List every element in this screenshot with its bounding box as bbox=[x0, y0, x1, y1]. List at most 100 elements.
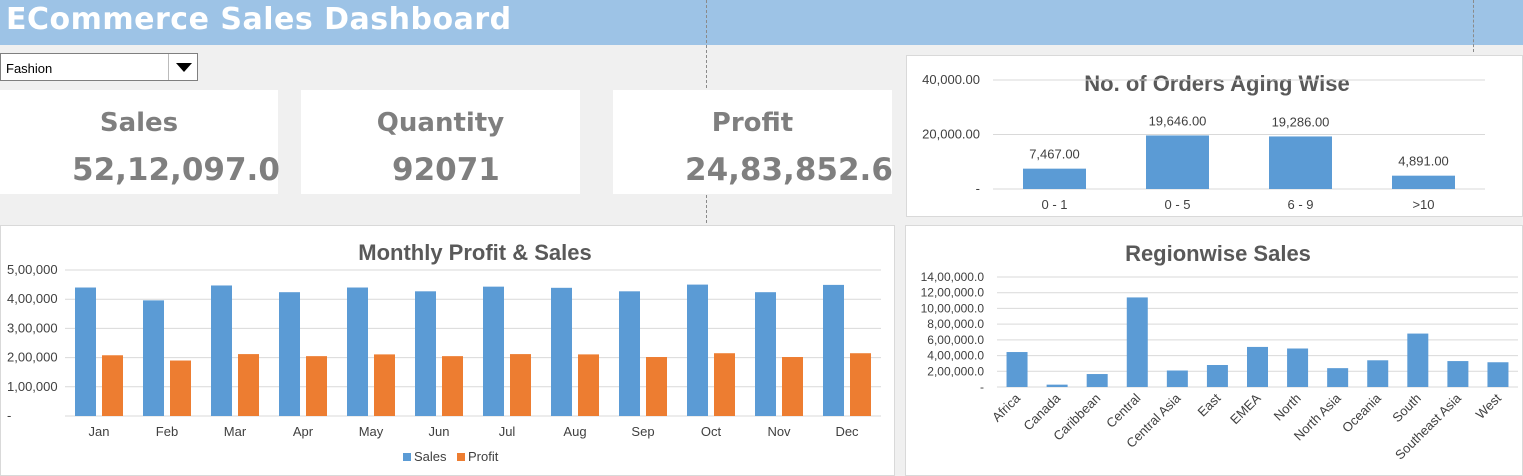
regionwise-chart[interactable]: Regionwise Sales - 2,00,000.0 4,00,000.0 6,0… bbox=[905, 225, 1523, 476]
x-tick-label: Dec bbox=[835, 424, 859, 439]
x-tick-label: Mar bbox=[224, 424, 247, 439]
bar bbox=[1407, 333, 1429, 387]
x-tick-label: EMEA bbox=[1227, 390, 1264, 427]
x-tick-label: Sep bbox=[631, 424, 654, 439]
bar bbox=[279, 292, 300, 416]
y-tick-label: 8,00,000.0 bbox=[927, 317, 984, 331]
bar bbox=[1086, 374, 1108, 387]
dropdown-arrow-button[interactable] bbox=[168, 54, 197, 80]
bar bbox=[1487, 362, 1509, 387]
bar bbox=[170, 360, 191, 416]
bar bbox=[102, 355, 123, 416]
legend-label: Profit bbox=[468, 449, 499, 464]
legend-swatch bbox=[403, 453, 411, 461]
category-filter-dropdown[interactable]: Fashion bbox=[0, 53, 198, 81]
page-break-line bbox=[1473, 0, 1474, 52]
bar bbox=[551, 287, 572, 416]
y-tick-label: 14,00,000.0 bbox=[921, 270, 985, 284]
bar bbox=[1269, 136, 1332, 189]
x-tick-label: Apr bbox=[293, 424, 314, 439]
bar bbox=[1247, 346, 1268, 387]
kpi-card-sales: Sales 52,12,097.0 bbox=[0, 90, 280, 194]
bar bbox=[619, 291, 640, 416]
x-tick-label: Feb bbox=[156, 424, 178, 439]
y-tick-label: 5,00,000 bbox=[7, 262, 58, 277]
x-tick-label: >10 bbox=[1412, 197, 1434, 212]
dropdown-selected-value: Fashion bbox=[6, 61, 53, 76]
bar bbox=[211, 285, 232, 416]
bar bbox=[714, 353, 735, 416]
y-tick-label: - bbox=[7, 408, 11, 423]
y-tick-label: 3,00,000 bbox=[7, 320, 58, 335]
bar bbox=[415, 291, 436, 416]
bar bbox=[823, 284, 844, 416]
dashboard-title: ECommerce Sales Dashboard bbox=[6, 2, 512, 37]
bar bbox=[1023, 168, 1086, 189]
orders-aging-chart[interactable]: No. of Orders Aging Wise - 20,000.00 40,000… bbox=[906, 55, 1523, 217]
bar bbox=[75, 287, 96, 416]
x-tick-label: 6 - 9 bbox=[1287, 197, 1313, 212]
bar bbox=[1006, 352, 1028, 387]
kpi-label: Sales bbox=[99, 108, 179, 138]
x-tick-label: West bbox=[1473, 390, 1505, 422]
bar bbox=[238, 354, 259, 416]
y-tick-label: 6,00,000.0 bbox=[927, 333, 984, 347]
x-tick-label: South bbox=[1389, 391, 1424, 426]
x-tick-label: Nov bbox=[767, 424, 791, 439]
chevron-down-icon bbox=[176, 63, 192, 72]
bar bbox=[687, 284, 708, 416]
y-tick-label: - bbox=[980, 380, 984, 394]
x-tick-label: North bbox=[1271, 391, 1304, 424]
data-label: 7,467.00 bbox=[1029, 147, 1080, 162]
bar bbox=[347, 287, 368, 416]
x-tick-label: Jun bbox=[429, 424, 450, 439]
bar bbox=[1447, 361, 1469, 387]
x-tick-label: Oct bbox=[701, 424, 722, 439]
bar bbox=[1206, 365, 1228, 387]
bar bbox=[1166, 370, 1188, 387]
x-tick-label: Africa bbox=[989, 390, 1024, 425]
y-tick-label: 4,00,000.0 bbox=[927, 349, 984, 363]
data-label: 4,891.00 bbox=[1398, 154, 1449, 169]
y-tick-label: - bbox=[976, 181, 980, 196]
bar bbox=[483, 286, 504, 416]
bar bbox=[143, 300, 164, 416]
kpi-card-profit: Profit 24,83,852.6 bbox=[613, 90, 893, 194]
x-tick-label: 0 - 5 bbox=[1164, 197, 1190, 212]
x-tick-label: 0 - 1 bbox=[1041, 197, 1067, 212]
y-tick-label: 40,000.00 bbox=[922, 72, 980, 87]
kpi-value: 24,83,852.6 bbox=[685, 152, 893, 188]
bar bbox=[1367, 360, 1389, 387]
bar bbox=[510, 354, 531, 416]
kpi-label: Profit bbox=[711, 108, 794, 138]
bar bbox=[1046, 384, 1068, 387]
y-tick-label: 20,000.00 bbox=[922, 127, 980, 142]
bar bbox=[1392, 175, 1455, 189]
x-tick-label: Aug bbox=[563, 424, 586, 439]
dashboard-header: ECommerce Sales Dashboard bbox=[0, 0, 1523, 45]
x-tick-label: Jan bbox=[89, 424, 110, 439]
legend-swatch bbox=[457, 453, 465, 461]
y-tick-label: 4,00,000 bbox=[7, 291, 58, 306]
bar bbox=[1126, 297, 1148, 387]
bar bbox=[755, 292, 776, 416]
regionwise-svg: Regionwise Sales - 2,00,000.04,00,000.0 6,0… bbox=[921, 241, 1518, 462]
bar bbox=[1327, 368, 1349, 387]
bar bbox=[850, 353, 871, 416]
bar bbox=[442, 356, 463, 416]
legend-label: Sales bbox=[414, 449, 447, 464]
bar bbox=[578, 354, 599, 416]
bar bbox=[646, 357, 667, 416]
y-tick-label: 10,00,000.0 bbox=[921, 301, 985, 315]
chart-title: Monthly Profit & Sales bbox=[358, 240, 591, 265]
monthly-svg: Monthly Profit & Sales - 1,00,000 2,00,000 3… bbox=[7, 240, 881, 464]
chart-title: Regionwise Sales bbox=[1125, 241, 1311, 266]
bar bbox=[782, 357, 803, 416]
x-tick-label: Jul bbox=[499, 424, 516, 439]
y-tick-label: 12,00,000.0 bbox=[921, 286, 985, 300]
x-tick-label: Oceania bbox=[1339, 390, 1384, 435]
y-tick-label: 2,00,000.0 bbox=[927, 364, 984, 378]
y-tick-label: 2,00,000 bbox=[7, 350, 58, 365]
monthly-chart[interactable]: Monthly Profit & Sales - 1,00,000 2,00,000 3… bbox=[0, 225, 895, 476]
data-label: 19,286.00 bbox=[1272, 114, 1330, 129]
